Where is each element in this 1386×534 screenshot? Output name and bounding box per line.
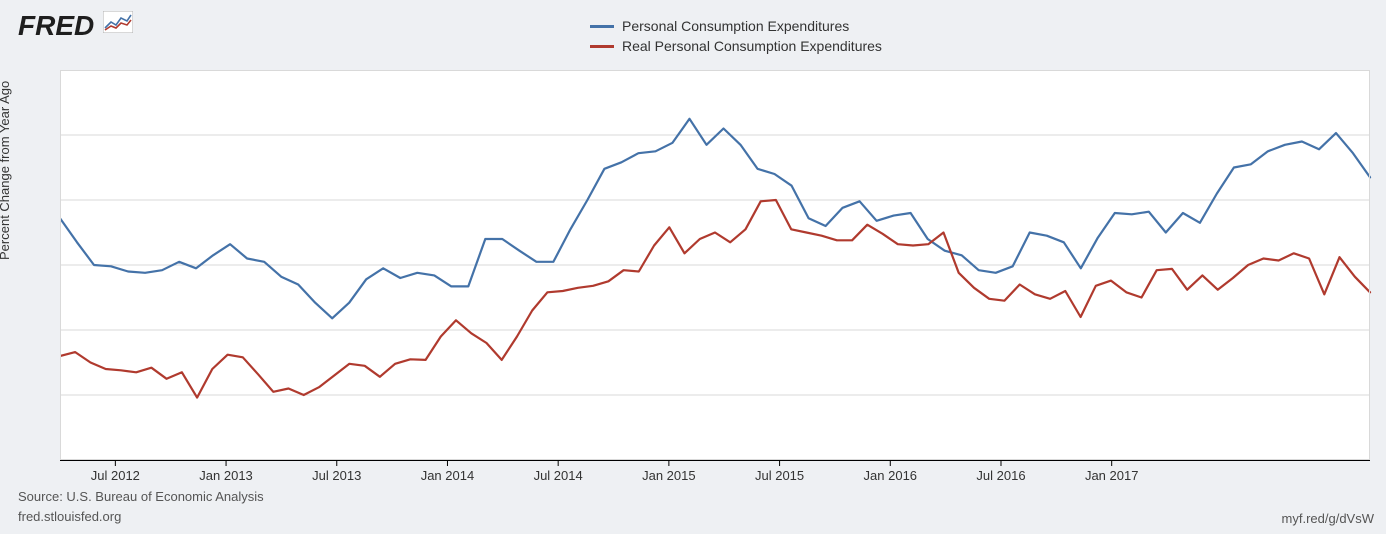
svg-text:Jul 2013: Jul 2013 <box>312 468 361 483</box>
svg-text:Jul 2016: Jul 2016 <box>976 468 1025 483</box>
footer-left: Source: U.S. Bureau of Economic Analysis… <box>18 487 264 526</box>
svg-text:Jul 2015: Jul 2015 <box>755 468 804 483</box>
legend-swatch <box>590 25 614 28</box>
y-axis-label: Percent Change from Year Ago <box>0 81 12 260</box>
fred-logo-chart-icon <box>103 11 133 38</box>
legend-item: Personal Consumption Expenditures <box>590 18 882 34</box>
svg-text:Jan 2017: Jan 2017 <box>1085 468 1139 483</box>
legend: Personal Consumption Expenditures Real P… <box>590 18 882 58</box>
source-text: Source: U.S. Bureau of Economic Analysis <box>18 487 264 507</box>
svg-text:Jul 2012: Jul 2012 <box>91 468 140 483</box>
svg-text:Jan 2015: Jan 2015 <box>642 468 696 483</box>
footer-shortlink: myf.red/g/dVsW <box>1282 511 1374 526</box>
fred-logo-text: FRED <box>18 10 94 42</box>
svg-text:Jul 2014: Jul 2014 <box>534 468 583 483</box>
svg-text:Jan 2013: Jan 2013 <box>199 468 253 483</box>
line-chart: 0123456Jul 2012Jan 2013Jul 2013Jan 2014J… <box>60 70 1386 500</box>
header: FRED <box>18 10 133 42</box>
svg-text:Jan 2014: Jan 2014 <box>421 468 475 483</box>
svg-text:Jan 2016: Jan 2016 <box>864 468 918 483</box>
legend-swatch <box>590 45 614 48</box>
site-text: fred.stlouisfed.org <box>18 507 264 527</box>
legend-label: Real Personal Consumption Expenditures <box>622 38 882 54</box>
legend-item: Real Personal Consumption Expenditures <box>590 38 882 54</box>
legend-label: Personal Consumption Expenditures <box>622 18 849 34</box>
